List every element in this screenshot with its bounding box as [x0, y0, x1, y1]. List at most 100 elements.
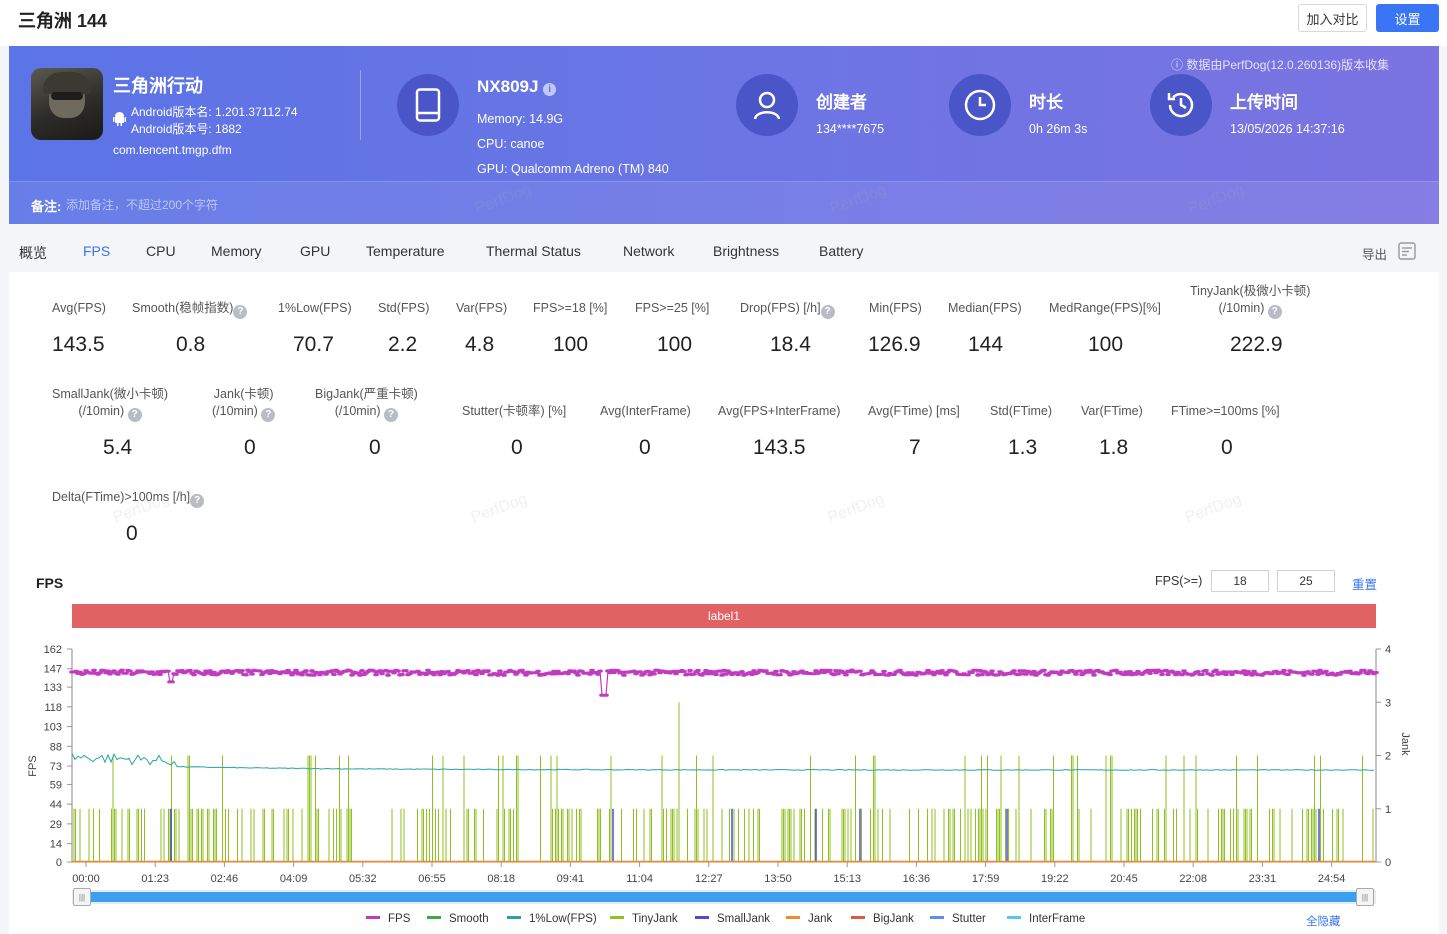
metric-label: TinyJank(极微小卡顿) (/10min) ?	[1190, 284, 1311, 319]
zoom-handle-right[interactable]: |||	[1356, 888, 1374, 906]
metric-label: Stutter(卡顿率) [%]	[462, 404, 567, 418]
x-tick-label: 08:18	[487, 873, 515, 885]
chart-title: FPS	[36, 575, 64, 591]
tab-overview[interactable]: 概览	[19, 245, 47, 261]
help-icon[interactable]: ?	[127, 408, 142, 422]
help-icon[interactable]: ?	[1267, 305, 1282, 319]
legend-swatch	[851, 916, 865, 919]
legend-item-fps[interactable]: FPS	[366, 913, 410, 925]
metric-label: Drop(FPS) [/h]?	[740, 300, 835, 319]
legend-item-stutter[interactable]: Stutter	[930, 913, 986, 925]
legend-item-smalljank[interactable]: SmallJank	[695, 913, 770, 925]
y-tick-label: 73	[50, 761, 62, 773]
help-icon[interactable]: ?	[384, 408, 399, 422]
zoom-range[interactable]	[90, 892, 1356, 902]
add-compare-button[interactable]: 加入对比	[1298, 4, 1367, 32]
legend-item-tinyjank[interactable]: TinyJank	[610, 913, 678, 925]
legend-label: SmallJank	[717, 913, 771, 925]
history-icon	[1150, 74, 1212, 136]
y-tick-label: 0	[56, 857, 62, 869]
legend-item-jank[interactable]: Jank	[786, 913, 832, 925]
export-icon[interactable]	[1397, 241, 1417, 261]
android-icon	[113, 112, 126, 129]
x-tick-label: 17:59	[972, 873, 1000, 885]
legend-item-1-low-fps-[interactable]: 1%Low(FPS)	[507, 913, 597, 925]
fps-chart[interactable]: 162 147 133 118 103 88 73 59 44 29 14 0 4 3 2 1 0 FPS Jank…	[0, 630, 1447, 888]
metric-value: 1.8	[1099, 436, 1129, 459]
user-icon	[736, 74, 798, 136]
app-icon	[31, 68, 103, 140]
help-icon[interactable]: ?	[190, 494, 205, 508]
smalljank-bars	[170, 808, 1320, 862]
export-button[interactable]: 导出	[1362, 248, 1388, 262]
y-tick-label: 162	[44, 644, 62, 656]
x-tick-label: 15:13	[833, 873, 861, 885]
device-gpu: GPU: Qualcomm Adreno (TM) 840	[477, 162, 669, 176]
legend-label: FPS	[388, 913, 411, 925]
version-name: Android版本名: 1.201.37112.74	[131, 105, 298, 119]
metric-label: FPS>=18 [%]	[533, 301, 608, 315]
metric-label: Avg(FTime) [ms]	[868, 404, 960, 418]
legend-item-bigjank[interactable]: BigJank	[851, 913, 914, 925]
metric-label: Min(FPS)	[869, 301, 922, 315]
segment-label-bar[interactable]: label1	[72, 604, 1376, 628]
tab-thermal-status[interactable]: Thermal Status	[486, 243, 581, 259]
x-tick-label: 22:08	[1179, 873, 1207, 885]
legend-swatch	[366, 916, 380, 919]
tab-battery[interactable]: Battery	[819, 243, 864, 259]
metric-value: 2.2	[388, 333, 418, 356]
hide-all-button[interactable]: 全隐藏	[1306, 916, 1341, 928]
metric-label: Avg(InterFrame)	[600, 404, 691, 418]
note-bar[interactable]: 备注: 添加备注，不超过200个字符	[9, 181, 1439, 224]
help-icon[interactable]: ?	[233, 305, 248, 319]
tab-network[interactable]: Network	[623, 243, 675, 259]
metric-label: Var(FTime)	[1081, 404, 1143, 418]
y-tick-label: 29	[50, 819, 62, 831]
y-tick-label: 88	[50, 741, 62, 753]
tab-temperature[interactable]: Temperature	[366, 243, 445, 259]
legend-label: 1%Low(FPS)	[529, 913, 597, 925]
metric-value: 1.3	[1008, 436, 1038, 459]
tab-brightness[interactable]: Brightness	[713, 243, 780, 259]
legend-item-smooth[interactable]: Smooth	[427, 913, 489, 925]
reset-button[interactable]: 重置	[1352, 578, 1378, 592]
y-tick-label: 133	[44, 682, 62, 694]
device-model: NX809J i	[477, 77, 557, 97]
note-input[interactable]: 添加备注，不超过200个字符	[66, 198, 219, 212]
x-tick-label: 05:32	[349, 873, 377, 885]
metric-value: 100	[1088, 333, 1124, 356]
fps-points	[69, 668, 1379, 697]
zoom-handle-left[interactable]: |||	[73, 888, 91, 906]
help-icon[interactable]: ?	[261, 408, 276, 422]
x-tick-label: 04:09	[280, 873, 308, 885]
tab-cpu[interactable]: CPU	[146, 243, 176, 259]
legend-label: Jank	[808, 913, 833, 925]
metric-value: 0.8	[176, 333, 206, 356]
metric-value: 5.4	[103, 436, 133, 459]
legend-swatch	[930, 916, 944, 919]
info-icon[interactable]: i	[543, 83, 557, 96]
legend-swatch	[507, 916, 521, 919]
version-code: Android版本号: 1882	[131, 122, 242, 136]
metric-value: 144	[968, 333, 1004, 356]
y2-tick-label: 0	[1385, 857, 1391, 869]
fps-threshold-input-1[interactable]	[1211, 570, 1269, 592]
help-icon[interactable]: ?	[820, 305, 835, 319]
legend-item-interframe[interactable]: InterFrame	[1007, 913, 1085, 925]
metric-label: 1%Low(FPS)	[278, 301, 352, 315]
tab-fps[interactable]: FPS	[83, 243, 111, 259]
x-tick-label: 02:46	[211, 873, 239, 885]
y-tick-label: 103	[44, 722, 62, 734]
fps-threshold-input-2[interactable]	[1277, 570, 1335, 592]
y2-axis-title: Jank	[1399, 732, 1411, 756]
settings-button[interactable]: 设置	[1376, 4, 1439, 32]
tab-gpu[interactable]: GPU	[300, 243, 331, 259]
clock-icon	[949, 74, 1011, 136]
x-tick-label: 16:36	[903, 873, 931, 885]
device-memory: Memory: 14.9G	[477, 112, 564, 126]
tab-memory[interactable]: Memory	[211, 243, 262, 259]
metric-value: 7	[909, 436, 921, 459]
fps-threshold-label: FPS(>=)	[1155, 574, 1203, 588]
legend-swatch	[427, 916, 441, 919]
metric-value: 143.5	[753, 436, 806, 459]
